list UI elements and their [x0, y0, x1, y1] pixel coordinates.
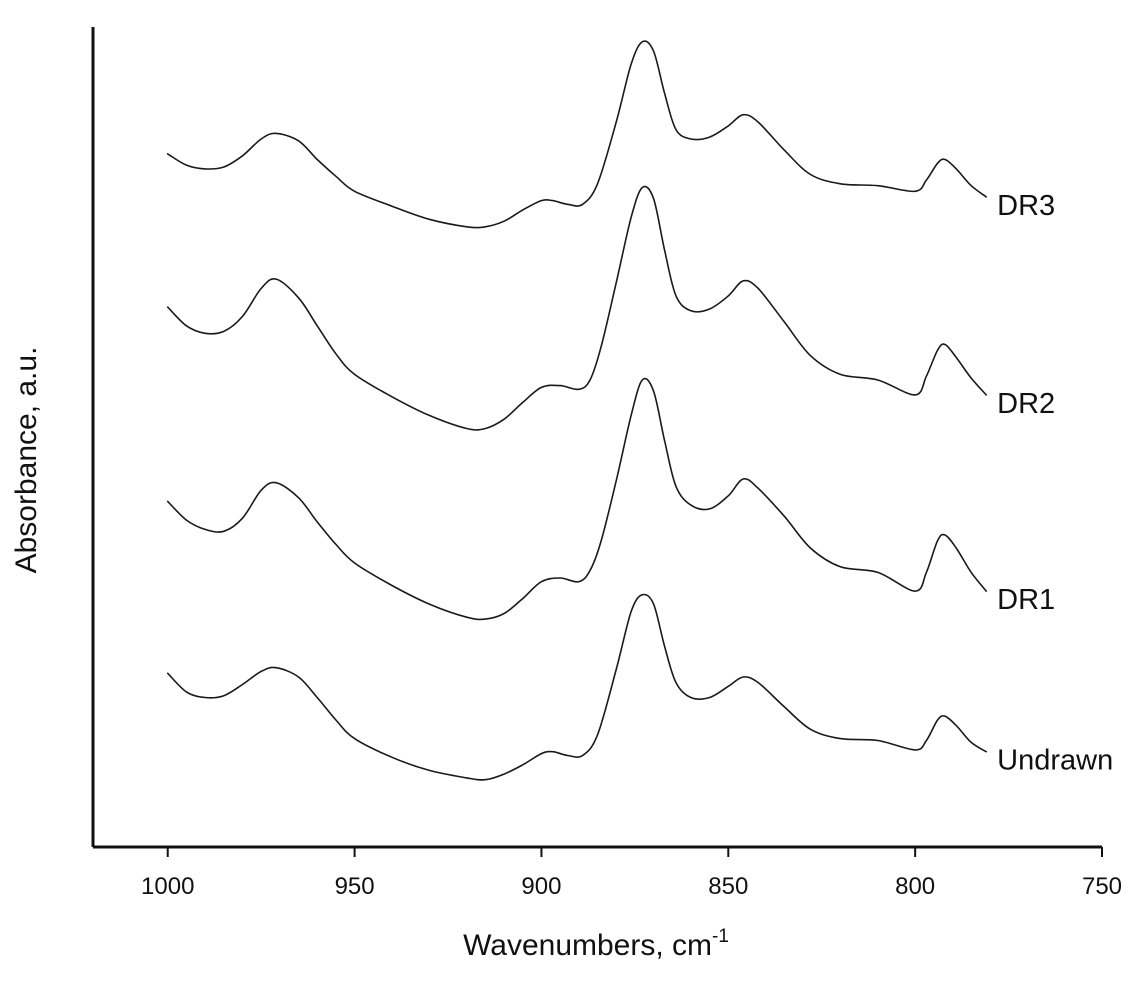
x-tick-label-800: 800 — [895, 873, 935, 900]
series-line-dr1 — [166, 377, 987, 621]
x-tick-label-1000: 1000 — [141, 873, 194, 900]
series-label-dr1: DR1 — [997, 584, 1055, 616]
x-axis-title-text: Wavenumbers, cm — [463, 929, 712, 962]
series-line-undrawn — [166, 593, 987, 781]
x-axis-title: Wavenumbers, cm-1 — [463, 926, 729, 962]
x-axis-tick-labels: 1000 950 900 850 800 750 — [141, 873, 1122, 900]
series-line-dr3 — [166, 40, 987, 229]
series-label-dr3: DR3 — [997, 190, 1055, 222]
series-label-undrawn: Undrawn — [997, 745, 1113, 777]
x-tick-label-950: 950 — [335, 873, 375, 900]
x-tick-label-900: 900 — [521, 873, 561, 900]
series-line-dr2 — [166, 185, 987, 431]
series-lines — [166, 40, 987, 781]
x-tick-label-750: 750 — [1082, 873, 1122, 900]
y-axis-title: Absorbance, a.u. — [10, 347, 43, 574]
series-label-dr2: DR2 — [997, 388, 1055, 420]
x-tick-label-850: 850 — [708, 873, 748, 900]
x-axis-ticks — [166, 847, 1103, 857]
x-axis-title-superscript: -1 — [712, 926, 729, 947]
series-labels: Undrawn DR1 DR2 DR3 — [997, 190, 1113, 777]
